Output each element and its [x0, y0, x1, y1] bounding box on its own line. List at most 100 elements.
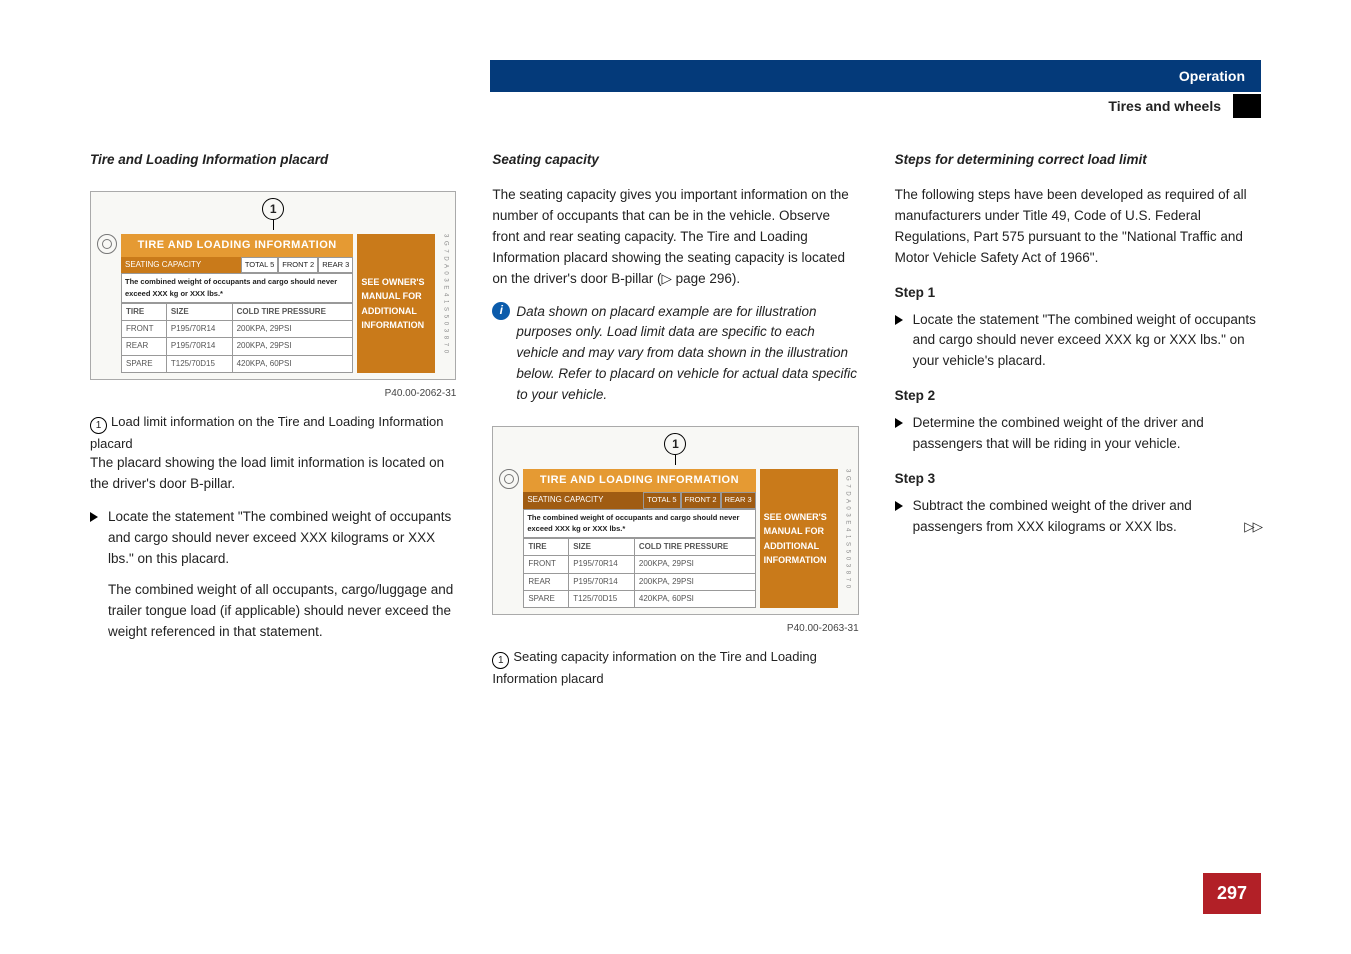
caption-num-1: 1	[90, 417, 107, 434]
tire-icon	[97, 234, 117, 254]
figure-ref-1: P40.00-2062-31	[90, 386, 456, 402]
see4: INFORMATION	[764, 553, 834, 567]
page-number: 297	[1203, 873, 1261, 914]
see4: INFORMATION	[361, 318, 431, 332]
triangle-icon	[895, 315, 903, 325]
seat-total: TOTAL 5	[643, 492, 680, 508]
section-title: Tires and wheels	[1108, 92, 1221, 120]
placard-figure-2: 1 TIRE AND LOADING INFORMATION SEATING C…	[492, 426, 858, 615]
cell: T125/70D15	[166, 355, 232, 372]
triangle-icon	[90, 512, 98, 522]
placard-see-owner: SEE OWNER'S MANUAL FOR ADDITIONAL INFORM…	[357, 234, 435, 373]
seat-rear: REAR 3	[318, 257, 353, 273]
see1: SEE OWNER'S	[764, 510, 834, 524]
col2-para1: The seating capacity gives you important…	[492, 185, 858, 290]
col1-para1: The placard showing the load limit infor…	[90, 453, 456, 495]
caption-num-2: 1	[492, 652, 509, 669]
col2-heading: Seating capacity	[492, 150, 858, 171]
step3-text: Subtract the combined weight of the driv…	[913, 496, 1261, 538]
caption-text-1: Load limit information on the Tire and L…	[90, 414, 443, 451]
column-2: Seating capacity The seating capacity gi…	[492, 150, 858, 688]
content-columns: Tire and Loading Information placard 1 T…	[90, 150, 1261, 688]
col3-para1: The following steps have been developed …	[895, 185, 1261, 269]
cell: SPARE	[122, 355, 167, 372]
col3-heading: Steps for determining correct load limit	[895, 150, 1261, 171]
bullet-text: Locate the statement "The combined weigh…	[108, 507, 456, 570]
category-bar: Operation	[490, 60, 1261, 92]
cell: 200KPA, 29PSI	[634, 573, 755, 590]
see1: SEE OWNER'S	[361, 275, 431, 289]
see3: ADDITIONAL	[361, 304, 431, 318]
step3-head: Step 3	[895, 469, 1261, 490]
callout-circle: 1	[664, 433, 686, 455]
step2-head: Step 2	[895, 386, 1261, 407]
cell: REAR	[524, 573, 569, 590]
tire-icon	[499, 469, 519, 489]
cell: FRONT	[524, 556, 569, 573]
figure-caption-2: 1Seating capacity information on the Tir…	[492, 647, 858, 689]
column-1: Tire and Loading Information placard 1 T…	[90, 150, 456, 688]
th-pressure: COLD TIRE PRESSURE	[634, 538, 755, 555]
th-pressure: COLD TIRE PRESSURE	[232, 303, 353, 320]
serial-strip: 3 G 7 D A 0 3 E 4 1 S 5 0 3 8 7 0	[439, 234, 449, 373]
info-note: i Data shown on placard example are for …	[492, 302, 858, 407]
see2: MANUAL FOR	[764, 524, 834, 538]
cell: P195/70R14	[569, 573, 635, 590]
tire-table: TIRE SIZE COLD TIRE PRESSURE FRONTP195/7…	[523, 538, 755, 609]
seat-front: FRONT 2	[681, 492, 721, 508]
step1-text: Locate the statement "The combined weigh…	[913, 310, 1261, 373]
info-icon: i	[492, 302, 510, 320]
col1-heading: Tire and Loading Information placard	[90, 150, 456, 171]
cell: 200KPA, 29PSI	[232, 321, 353, 338]
header: Operation Tires and wheels	[90, 60, 1261, 120]
cell: 420KPA, 60PSI	[634, 591, 755, 608]
cell: SPARE	[524, 591, 569, 608]
step2-text: Determine the combined weight of the dri…	[913, 413, 1261, 455]
section-bar: Tires and wheels	[90, 92, 1261, 120]
placard-see-owner: SEE OWNER'S MANUAL FOR ADDITIONAL INFORM…	[760, 469, 838, 608]
callout-circle: 1	[262, 198, 284, 220]
step1-head: Step 1	[895, 283, 1261, 304]
callout-1: 1	[97, 198, 449, 230]
seating-label: SEATING CAPACITY	[523, 492, 643, 508]
th-size: SIZE	[166, 303, 232, 320]
th-size: SIZE	[569, 538, 635, 555]
see2: MANUAL FOR	[361, 289, 431, 303]
cell: P195/70R14	[569, 556, 635, 573]
figure-caption-1: 1Load limit information on the Tire and …	[90, 412, 456, 454]
info-text: Data shown on placard example are for il…	[516, 302, 858, 407]
cell: T125/70D15	[569, 591, 635, 608]
cell: REAR	[122, 338, 167, 355]
th-tire: TIRE	[122, 303, 167, 320]
figure-ref-2: P40.00-2063-31	[492, 621, 858, 637]
step3-item: Subtract the combined weight of the driv…	[895, 496, 1261, 538]
continue-icon: ▷▷	[1244, 517, 1261, 538]
column-3: Steps for determining correct load limit…	[895, 150, 1261, 688]
cell: P195/70R14	[166, 338, 232, 355]
step3-text-inner: Subtract the combined weight of the driv…	[913, 498, 1192, 534]
serial-strip: 3 G 7 D A 0 3 E 4 1 S 5 0 3 8 7 0	[842, 469, 852, 608]
cell: 200KPA, 29PSI	[232, 338, 353, 355]
combined-weight: The combined weight of occupants and car…	[523, 509, 755, 538]
cell: 420KPA, 60PSI	[232, 355, 353, 372]
cell: P195/70R14	[166, 321, 232, 338]
combined-weight: The combined weight of occupants and car…	[121, 273, 353, 302]
seat-front: FRONT 2	[278, 257, 318, 273]
callout-2: 1	[499, 433, 851, 465]
col1-indent1: The combined weight of all occupants, ca…	[90, 580, 456, 643]
placard-title: TIRE AND LOADING INFORMATION	[523, 469, 755, 492]
step1-item: Locate the statement "The combined weigh…	[895, 310, 1261, 373]
see3: ADDITIONAL	[764, 539, 834, 553]
triangle-icon	[895, 418, 903, 428]
triangle-icon	[895, 501, 903, 511]
placard-figure-1: 1 TIRE AND LOADING INFORMATION SEATING C…	[90, 191, 456, 380]
th-tire: TIRE	[524, 538, 569, 555]
col1-bullet1: Locate the statement "The combined weigh…	[90, 507, 456, 570]
cell: FRONT	[122, 321, 167, 338]
seat-total: TOTAL 5	[241, 257, 278, 273]
seating-label: SEATING CAPACITY	[121, 257, 241, 273]
caption-text-2: Seating capacity information on the Tire…	[492, 649, 817, 686]
cell: 200KPA, 29PSI	[634, 556, 755, 573]
step2-item: Determine the combined weight of the dri…	[895, 413, 1261, 455]
placard-title: TIRE AND LOADING INFORMATION	[121, 234, 353, 257]
